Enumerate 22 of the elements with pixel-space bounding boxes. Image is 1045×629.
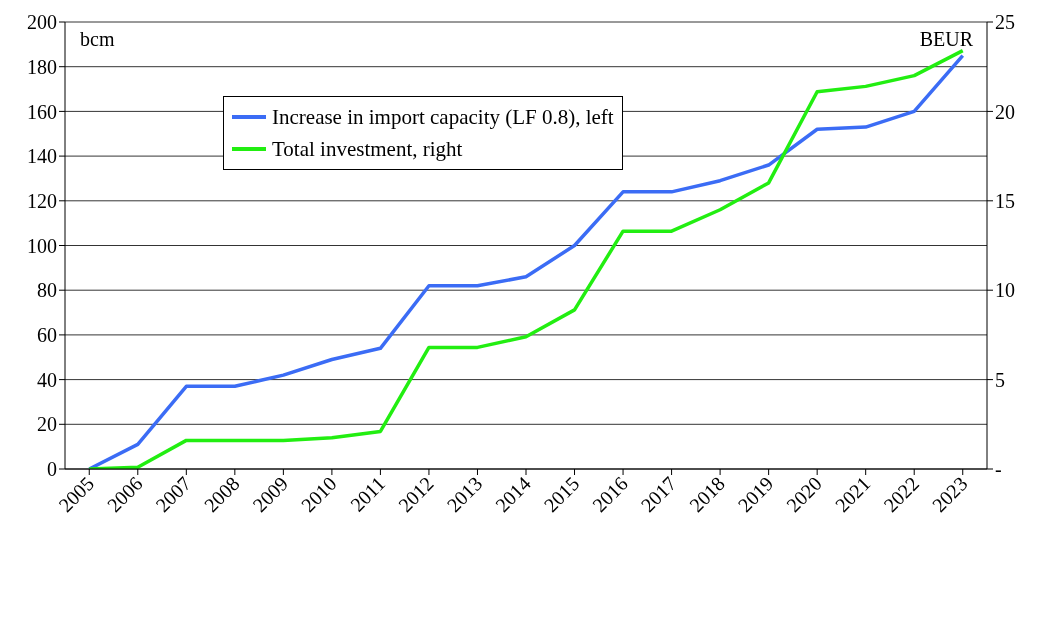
y-axis-title: bcm	[80, 28, 115, 51]
y-tick-label: 120	[27, 189, 57, 212]
x-tick-label: 2011	[345, 472, 390, 516]
y2-tick-label: 10	[995, 279, 1015, 302]
y-tick-label: 200	[27, 11, 57, 34]
y-tick-label: 160	[27, 100, 57, 123]
y2-tick-label: -	[995, 458, 1002, 481]
y-tick-label: 100	[27, 234, 57, 257]
y2-tick-label: 20	[995, 100, 1015, 123]
y2-tick-label: 15	[995, 189, 1015, 212]
y-tick-label: 80	[37, 279, 57, 302]
y2-tick-label: 25	[995, 11, 1015, 34]
y-tick-label: 40	[37, 368, 57, 391]
y-tick-label: 180	[27, 55, 57, 78]
legend-label: Increase in import capacity (LF 0.8), left	[272, 104, 614, 130]
y-tick-label: 140	[27, 145, 57, 168]
y-tick-label: 0	[47, 458, 57, 481]
y2-axis-title: BEUR	[919, 28, 973, 51]
legend-label: Total investment, right	[272, 136, 463, 162]
y2-tick-label: 5	[995, 368, 1005, 391]
y-tick-label: 60	[37, 324, 57, 346]
y-tick-label: 20	[37, 413, 57, 436]
